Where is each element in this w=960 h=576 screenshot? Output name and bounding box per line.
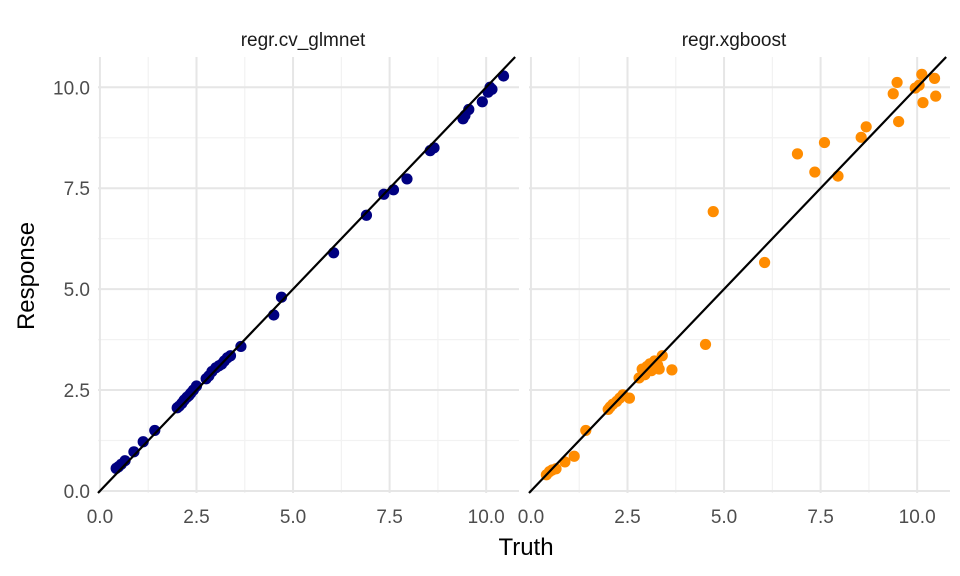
y-tick-label: 10.0 (53, 78, 90, 99)
x-tick-label: 2.5 (614, 507, 640, 528)
panel-title-xgboost: regr.xgboost (682, 30, 787, 51)
data-point-xgboost (818, 136, 831, 149)
data-point-xgboost (707, 206, 719, 218)
x-tick-label: 7.5 (376, 507, 402, 528)
data-point-xgboost (930, 90, 942, 102)
data-point-cv-glmnet (463, 103, 475, 116)
data-point-xgboost (928, 72, 941, 84)
reference-line (528, 56, 947, 494)
x-axis-cv-glmnet: 0.0 2.5 5.0 7.5 10.0 (87, 507, 505, 528)
y-tick-label: 7.5 (64, 179, 90, 200)
data-point-xgboost (860, 121, 872, 133)
data-point-xgboost (893, 115, 905, 128)
x-axis-xgboost: 0.0 2.5 5.0 7.5 10.0 (518, 507, 936, 528)
x-tick-label: 7.5 (807, 507, 833, 528)
y-axis-title: Response (13, 222, 40, 330)
data-point-cv-glmnet (486, 83, 498, 95)
data-point-xgboost (623, 392, 636, 404)
data-point-xgboost (855, 131, 867, 143)
x-axis-title: Truth (498, 534, 553, 561)
y-axis: 0.0 2.5 5.0 7.5 10.0 (53, 78, 90, 503)
x-tick-label: 0.0 (518, 507, 544, 528)
data-point-xgboost (917, 97, 929, 109)
panel-title-cv-glmnet: regr.cv_glmnet (241, 30, 366, 51)
data-point-xgboost (699, 338, 712, 351)
y-tick-label: 5.0 (64, 280, 90, 301)
data-point-cv-glmnet (190, 380, 203, 392)
y-tick-label: 0.0 (64, 482, 90, 503)
x-tick-label: 0.0 (87, 507, 113, 528)
data-point-xgboost (666, 364, 678, 376)
data-point-xgboost (791, 148, 804, 160)
panel-xgboost: regr.xgboost (528, 30, 950, 494)
x-tick-label: 5.0 (280, 507, 306, 528)
data-point-xgboost (550, 463, 562, 475)
data-point-cv-glmnet (428, 142, 440, 154)
data-point-cv-glmnet (128, 446, 140, 458)
data-point-cv-glmnet (476, 96, 488, 108)
data-point-cv-glmnet (235, 340, 247, 353)
data-point-xgboost (809, 166, 821, 178)
data-point-xgboost (916, 68, 928, 80)
data-point-cv-glmnet (328, 247, 340, 259)
data-point-xgboost (832, 170, 844, 182)
data-point-cv-glmnet (401, 173, 413, 185)
y-tick-label: 2.5 (64, 381, 90, 402)
reference-line (97, 56, 516, 494)
panel-cv-glmnet: regr.cv_glmnet (97, 30, 519, 494)
data-point-cv-glmnet (119, 455, 131, 467)
data-point-xgboost (887, 88, 899, 100)
data-point-xgboost (568, 450, 580, 462)
x-tick-label: 10.0 (899, 507, 936, 528)
data-point-cv-glmnet (149, 424, 161, 437)
data-point-xgboost (891, 76, 903, 89)
data-point-cv-glmnet (275, 291, 288, 303)
data-point-cv-glmnet (137, 436, 149, 448)
data-point-xgboost (580, 424, 592, 437)
data-point-xgboost (653, 363, 665, 375)
x-tick-label: 5.0 (711, 507, 737, 528)
data-point-xgboost (759, 256, 771, 269)
x-tick-label: 10.0 (468, 507, 505, 528)
data-point-xgboost (656, 350, 668, 362)
x-tick-label: 2.5 (183, 507, 209, 528)
data-point-cv-glmnet (360, 209, 373, 221)
